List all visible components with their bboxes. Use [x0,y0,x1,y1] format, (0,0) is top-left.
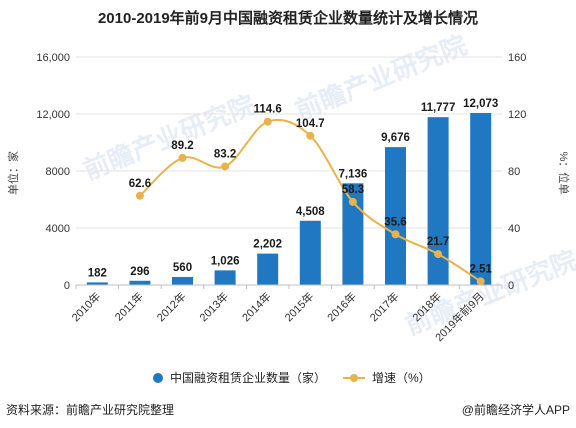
y-tick-right: 80 [508,166,520,178]
bar [129,280,151,285]
brand-note: @前瞻经济学人APP [462,402,570,417]
legend-bar-swatch [153,373,163,383]
x-tick-label: 2014年 [239,289,274,324]
growth-value-label: 104.7 [296,118,325,130]
y-tick-right: 120 [508,109,526,121]
bar [427,117,449,285]
legend-bar-label: 中国融资租赁企业数量（家） [170,370,326,385]
y-axis-right-label: %：位单 [557,152,571,195]
bar [86,282,108,285]
chart-title: 2010-2019年前9月中国融资租赁企业数量统计及增长情况 [98,9,478,27]
bar-value-label: 9,676 [381,132,410,144]
bar-value-label: 560 [173,262,192,274]
growth-value-label: 21.7 [427,236,449,248]
bar-value-label: 11,777 [421,102,456,114]
growth-point [348,197,357,206]
legend: 中国融资租赁企业数量（家） 增速（%） [153,370,431,385]
growth-value-label: 35.6 [384,216,406,228]
y-tick-right: 40 [508,223,520,235]
bar [470,112,492,285]
y-tick-right: 0 [508,280,514,292]
x-tick-label: 2011年 [112,289,146,323]
data-labels: 182 296 560 1,026 2,202 4,508 7,136 9,676 11,777… [88,98,499,279]
bar [214,270,236,285]
growth-point [178,153,187,162]
bar [257,253,279,285]
bar-value-label: 12,073 [463,98,498,110]
bar-value-label: 1,026 [211,255,240,267]
bar-value-label: 296 [130,266,149,278]
bar [172,277,193,285]
growth-point [434,250,443,259]
growth-value-label: 114.6 [254,104,282,116]
growth-point [135,191,144,200]
x-tick-label: 2013年 [196,289,231,324]
y-tick-left: 16,000 [36,52,70,64]
y-axis-left-label: 单位：家 [6,151,20,195]
bar [385,147,406,285]
growth-point [476,277,485,286]
growth-point [306,131,315,140]
growth-point [391,230,400,239]
growth-value-label: 62.6 [129,178,151,190]
x-tick-label: 2010年 [68,289,103,324]
x-tick-label: 2016年 [324,289,359,324]
bar-series [86,112,492,285]
bar-value-label: 7,136 [339,168,368,180]
line-series [135,117,485,286]
growth-point [221,162,230,171]
bar-value-label: 4,508 [296,206,325,218]
growth-value-label: 89.2 [171,140,193,152]
y-tick-left: 12,000 [36,109,70,121]
legend-line-marker [350,374,358,382]
source-note: 资料来源：前瞻产业研究院整理 [6,402,174,417]
bar-value-label: 182 [88,267,107,279]
y-tick-left: 4000 [46,223,70,235]
growth-value-label: 58.3 [342,184,364,196]
legend-line-label: 增速（%） [372,371,431,385]
bar-value-label: 2,202 [253,239,282,251]
x-tick-label: 2017年 [367,289,402,324]
y-tick-right: 160 [508,52,526,64]
growth-point [263,117,272,126]
bar [299,220,321,285]
growth-value-label: 83.2 [214,148,236,160]
y-tick-left: 0 [64,280,70,292]
x-tick-label: 2015年 [281,289,316,324]
y-tick-left: 8000 [46,166,70,178]
x-tick-label: 2012年 [154,289,189,324]
growth-value-label: 2.51 [470,263,493,275]
